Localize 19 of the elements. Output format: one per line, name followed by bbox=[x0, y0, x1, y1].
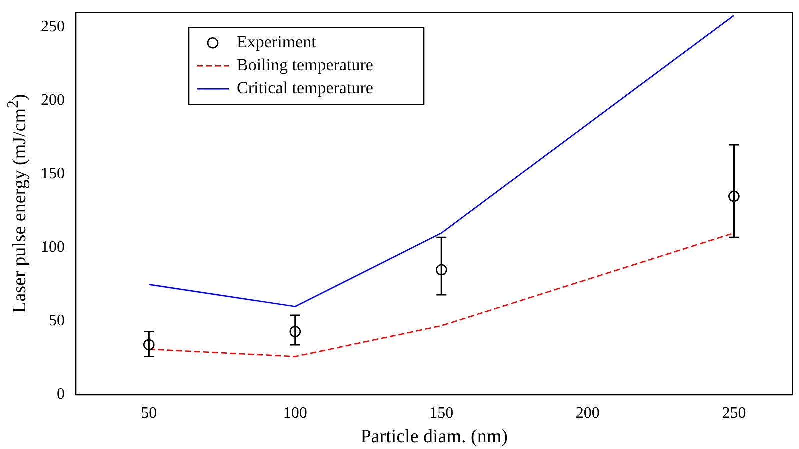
x-tick-label: 250 bbox=[722, 404, 746, 422]
x-tick-label: 50 bbox=[141, 404, 158, 422]
point bbox=[143, 339, 155, 351]
x-axis-title: Particle diam. (nm) bbox=[360, 426, 508, 448]
point bbox=[436, 264, 448, 276]
x-tick-label: 100 bbox=[283, 404, 308, 422]
y-tick-label: 100 bbox=[41, 239, 65, 256]
x-tick-label: 150 bbox=[430, 404, 454, 422]
legend-label: Boiling temperature bbox=[237, 56, 374, 75]
legend-label: Experiment bbox=[237, 32, 317, 52]
y-tick-label: 50 bbox=[49, 312, 65, 330]
y-tick-label: 150 bbox=[41, 166, 65, 183]
x-tick-label: 200 bbox=[576, 404, 600, 422]
y-tick-label: 0 bbox=[57, 386, 65, 404]
point bbox=[728, 190, 740, 202]
y-tick-label: 200 bbox=[41, 92, 65, 110]
point bbox=[290, 326, 302, 338]
y-tick-label: 250 bbox=[41, 18, 65, 36]
legend-label: Critical temperature bbox=[237, 78, 374, 98]
